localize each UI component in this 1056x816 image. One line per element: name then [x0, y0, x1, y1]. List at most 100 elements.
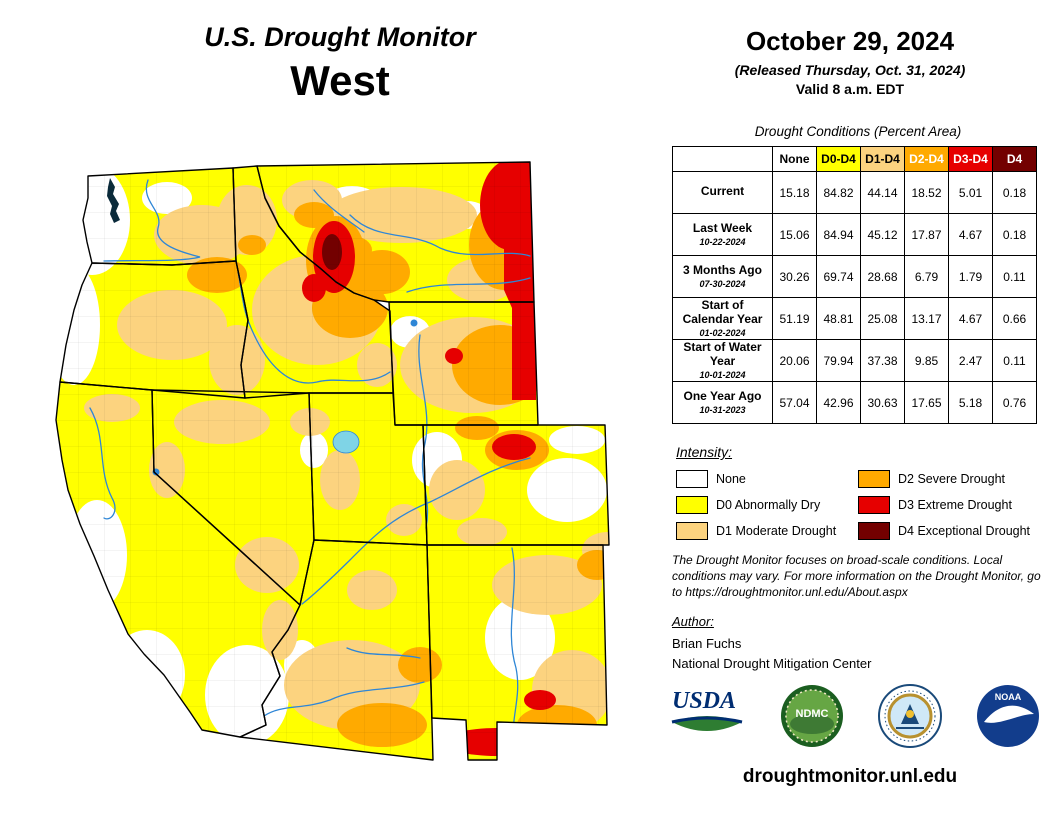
ndmc-logo: NDMC	[781, 685, 843, 747]
valid-time: Valid 8 a.m. EDT	[795, 81, 905, 97]
value-cell: 44.14	[860, 171, 905, 214]
page-title: U.S. Drought Monitor	[204, 22, 476, 52]
value-cell: 0.18	[992, 213, 1037, 256]
legend-label: D2 Severe Drought	[898, 472, 1006, 486]
row-label: Start of Calendar Year	[682, 298, 763, 326]
noaa-bird-icon	[984, 705, 1034, 723]
legend-item-d0: D0 Abnormally Dry	[676, 492, 836, 518]
value-cell: 13.17	[904, 297, 949, 340]
row-date: 01-02-2024	[699, 327, 746, 338]
legend-heading: Intensity:	[676, 444, 733, 460]
legend-label: D1 Moderate Drought	[716, 524, 837, 538]
ndmc-wordmark: NDMC	[796, 708, 829, 720]
corner-cell	[672, 146, 773, 172]
legend-column-1: None D0 Abnormally Dry D1 Moderate Droug…	[676, 466, 836, 544]
value-cell: 9.85	[904, 339, 949, 382]
row-date: 10-22-2024	[699, 236, 746, 247]
commerce-seal-logo	[878, 684, 942, 748]
author-name: Brian Fuchs	[672, 636, 742, 651]
value-cell: 45.12	[860, 213, 905, 256]
value-cell: 2.47	[948, 339, 993, 382]
col-header-d1-d4: D1-D4	[860, 146, 905, 172]
value-cell: 0.11	[992, 339, 1037, 382]
col-header-d3-d4: D3-D4	[948, 146, 993, 172]
row-date: 10-31-2023	[699, 404, 746, 415]
legend-label: D3 Extreme Drought	[898, 498, 1012, 512]
legend-column-2: D2 Severe Drought D3 Extreme Drought D4 …	[858, 466, 1030, 544]
legend-swatch-d3	[858, 496, 890, 514]
usda-logo: USDA	[671, 688, 743, 731]
row-label: 3 Months Ago	[683, 263, 762, 278]
value-cell: 4.67	[948, 297, 993, 340]
value-cell: 28.68	[860, 255, 905, 298]
legend-swatch-d1	[676, 522, 708, 540]
legend-item-d3: D3 Extreme Drought	[858, 492, 1030, 518]
value-cell: 84.94	[816, 213, 861, 256]
value-cell: 0.66	[992, 297, 1037, 340]
table-row-3-months-ago: 3 Months Ago 07-30-2024 30.26 69.74 28.68…	[672, 255, 1037, 298]
legend-item-d1: D1 Moderate Drought	[676, 518, 836, 544]
puget-sound	[107, 178, 120, 223]
logos-row: USDA NDMC NOAA	[668, 684, 1040, 748]
value-cell: 17.87	[904, 213, 949, 256]
value-cell: 6.79	[904, 255, 949, 298]
report-date: October 29, 2024	[745, 26, 955, 56]
value-cell: 79.94	[816, 339, 861, 382]
state-borders	[55, 161, 610, 761]
value-cell: 0.18	[992, 171, 1037, 214]
legend-swatch-d0	[676, 496, 708, 514]
table-row-start-calendar-year: Start of Calendar Year 01-02-2024 51.19 4…	[672, 297, 1037, 340]
noaa-logo: NOAA	[977, 685, 1039, 747]
col-header-d0-d4: D0-D4	[816, 146, 861, 172]
table-caption: Drought Conditions (Percent Area)	[754, 124, 962, 139]
table-row-one-year-ago: One Year Ago 10-31-2023 57.04 42.96 30.63…	[672, 381, 1037, 424]
table-row-start-water-year: Start of Water Year 10-01-2024 20.06 79.9…	[672, 339, 1037, 382]
drought-map	[52, 160, 644, 764]
table-row-last-week: Last Week 10-22-2024 15.06 84.94 45.12 17…	[672, 213, 1037, 256]
state-co	[422, 424, 610, 546]
value-cell: 57.04	[772, 381, 817, 424]
legend-swatch-d2	[858, 470, 890, 488]
site-url: droughtmonitor.unl.edu	[742, 766, 958, 787]
table-header-row: None D0-D4 D1-D4 D2-D4 D3-D4 D4	[672, 146, 1037, 172]
col-header-none: None	[772, 146, 817, 172]
header-right: October 29, 2024 (Released Thursday, Oct…	[660, 26, 1040, 97]
value-cell: 30.26	[772, 255, 817, 298]
value-cell: 1.79	[948, 255, 993, 298]
row-label: Last Week	[692, 221, 753, 236]
usda-wordmark: USDA	[672, 688, 736, 714]
lakes	[107, 178, 418, 476]
region-title: West	[290, 57, 390, 104]
value-cell: 0.76	[992, 381, 1037, 424]
value-cell: 5.18	[948, 381, 993, 424]
value-cell: 17.65	[904, 381, 949, 424]
value-cell: 42.96	[816, 381, 861, 424]
value-cell: 4.67	[948, 213, 993, 256]
legend-label: None	[716, 472, 746, 486]
value-cell: 15.06	[772, 213, 817, 256]
value-cell: 20.06	[772, 339, 817, 382]
noaa-wordmark: NOAA	[995, 692, 1022, 702]
legend-item-d4: D4 Exceptional Drought	[858, 518, 1030, 544]
drought-shading	[56, 162, 609, 760]
row-label: Current	[700, 184, 745, 199]
county-lines-overlay	[56, 162, 609, 760]
value-cell: 84.82	[816, 171, 861, 214]
value-cell: 37.38	[860, 339, 905, 382]
value-cell: 0.11	[992, 255, 1037, 298]
author-heading: Author:	[672, 614, 714, 629]
value-cell: 18.52	[904, 171, 949, 214]
legend-item-d2: D2 Severe Drought	[858, 466, 1030, 492]
author-organization: National Drought Mitigation Center	[672, 656, 872, 671]
value-cell: 51.19	[772, 297, 817, 340]
legend-swatch-d4	[858, 522, 890, 540]
value-cell: 48.81	[816, 297, 861, 340]
state-nm	[426, 544, 608, 761]
legend-item-none: None	[676, 466, 836, 492]
value-cell: 69.74	[816, 255, 861, 298]
value-cell: 25.08	[860, 297, 905, 340]
table-row-current: Current 15.18 84.82 44.14 18.52 5.01 0.1…	[672, 171, 1037, 214]
state-mt	[256, 161, 535, 303]
disclaimer-text: The Drought Monitor focuses on broad-sca…	[672, 553, 1041, 600]
release-info: (Released Thursday, Oct. 31, 2024)	[734, 62, 966, 78]
